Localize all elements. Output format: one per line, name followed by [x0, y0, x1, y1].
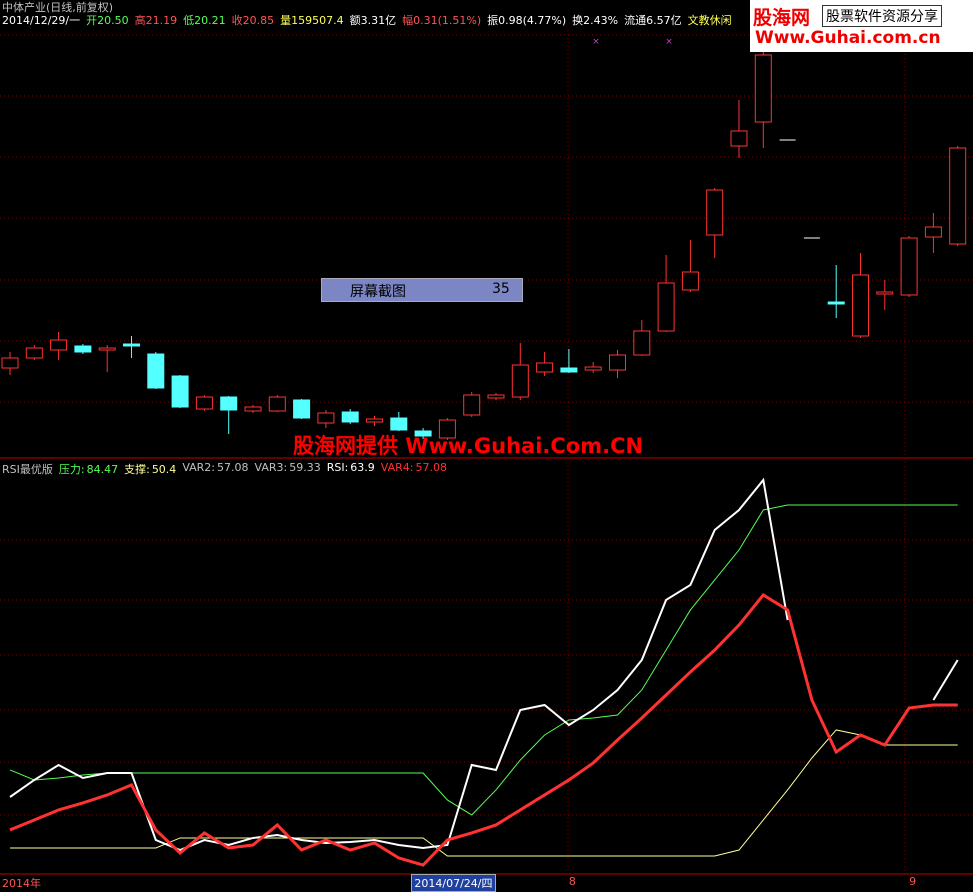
- candle-body: [949, 147, 967, 245]
- candle-body: [681, 271, 699, 291]
- x-tick-label: 2014年: [2, 877, 41, 890]
- logo-name: 股海网: [753, 7, 811, 29]
- popup-label: 屏幕截图: [350, 284, 406, 300]
- legend-entry: VAR2: 57.08: [182, 461, 248, 477]
- indicator-line: [9, 504, 958, 816]
- popup-count: 35: [492, 281, 510, 297]
- info-item: 收20.85: [231, 14, 275, 27]
- info-item: 低20.21: [183, 14, 226, 27]
- candle-body: [317, 412, 335, 424]
- info-item: 2014/12/29/一: [2, 14, 81, 27]
- info-item: 换2.43%: [572, 14, 619, 27]
- candle-body: [876, 291, 894, 295]
- info-item: 文教休闲: [687, 14, 732, 27]
- x-tick-label: 9: [909, 875, 917, 888]
- x-tick-label: 2014/07/24/四: [411, 874, 496, 892]
- candle-body: [293, 399, 311, 419]
- legend-entry: RSI: 63.9: [327, 461, 375, 477]
- info-item: 量159507.4: [280, 14, 344, 27]
- candle-body: [244, 406, 262, 412]
- legend-name: VAR2:: [182, 461, 216, 474]
- info-item: 幅0.31(1.51%): [402, 14, 482, 27]
- candle-body: [438, 419, 456, 439]
- candle-body: [341, 411, 359, 423]
- candle-body: [657, 282, 675, 332]
- info-item: 开20.50: [86, 14, 129, 27]
- candle-body: [900, 237, 918, 296]
- candle-body: [827, 301, 845, 305]
- candle-body: [268, 396, 286, 412]
- info-item: 额3.31亿: [349, 14, 397, 27]
- watermark: 股海网提供 Www.Guhai.Com.CN: [293, 434, 644, 458]
- candle-body: [414, 430, 432, 437]
- candle-body: [74, 345, 92, 353]
- legend-value: 59.33: [289, 461, 321, 474]
- logo-slogan: 股票软件资源分享: [822, 5, 942, 27]
- candle-body: [1, 357, 19, 369]
- legend-name: 压力:: [58, 463, 85, 476]
- legend-value: 57.08: [415, 461, 448, 474]
- indicator-line: [932, 659, 959, 701]
- indicator-legend: RSI最优版 压力: 84.47 支撑: 50.4 VAR2: 57.08 VAR3: 59.3…: [2, 461, 447, 477]
- legend-entry: VAR3: 59.33: [255, 461, 321, 477]
- candle-body: [50, 339, 68, 351]
- legend-entry: 支撑: 50.4: [124, 461, 176, 477]
- legend-entry: 压力: 84.47: [59, 461, 118, 477]
- candle-body: [536, 362, 554, 373]
- legend-name: VAR4:: [380, 461, 414, 474]
- candle-body: [924, 226, 942, 238]
- candle-body: [633, 330, 651, 356]
- candle-body: [609, 354, 626, 371]
- candle-body: [366, 418, 383, 423]
- candle-body: [147, 353, 165, 389]
- indicator-line: [9, 592, 958, 867]
- candle-body: [584, 366, 602, 371]
- candle-body: [754, 54, 772, 123]
- marker: ×: [592, 37, 600, 47]
- candle-body: [511, 364, 529, 398]
- indicator-line: [10, 729, 958, 857]
- candle-body: [25, 347, 43, 359]
- candle-body: [487, 394, 505, 399]
- candle-body: [98, 347, 116, 351]
- legend-name: 支撑:: [124, 463, 150, 476]
- legend-name: RSI:: [326, 461, 349, 474]
- candle-body: [706, 189, 724, 236]
- legend-value: 63.9: [350, 461, 375, 474]
- candle-body: [220, 396, 238, 411]
- legend-value: 50.4: [151, 463, 177, 476]
- info-item: 高21.19: [134, 14, 178, 27]
- candle-body: [195, 396, 213, 410]
- legend-entry: VAR4: 57.08: [381, 461, 447, 477]
- info-item: 流通6.57亿: [624, 14, 682, 27]
- legend-value: 57.08: [217, 461, 249, 474]
- x-tick-label: 8: [568, 875, 576, 888]
- indicator-title: RSI最优版: [2, 463, 53, 476]
- candle-body: [390, 417, 408, 431]
- info-item: 振0.98(4.77%): [487, 14, 567, 27]
- legend-value: 84.47: [86, 463, 119, 476]
- candle-body: [171, 375, 189, 408]
- marker: ×: [665, 37, 673, 47]
- candle-body: [463, 394, 481, 416]
- stock-title: 中体产业(日线,前复权): [2, 1, 114, 14]
- popup[interactable]: 屏幕截图 35: [321, 278, 523, 302]
- candle-body: [852, 274, 869, 337]
- logo-url: Www.Guhai.com.cn: [755, 28, 941, 48]
- legend-name: VAR3:: [254, 461, 288, 474]
- indicator-line: [9, 477, 789, 852]
- candle-body: [560, 367, 578, 373]
- candle-body: [123, 343, 140, 347]
- info-bar: 2014/12/29/一 开20.50 高21.19 低20.21 收20.85 量159…: [2, 12, 732, 28]
- logo: 股海网 股票软件资源分享 Www.Guhai.com.cn: [750, 0, 973, 52]
- candle-body: [730, 130, 748, 147]
